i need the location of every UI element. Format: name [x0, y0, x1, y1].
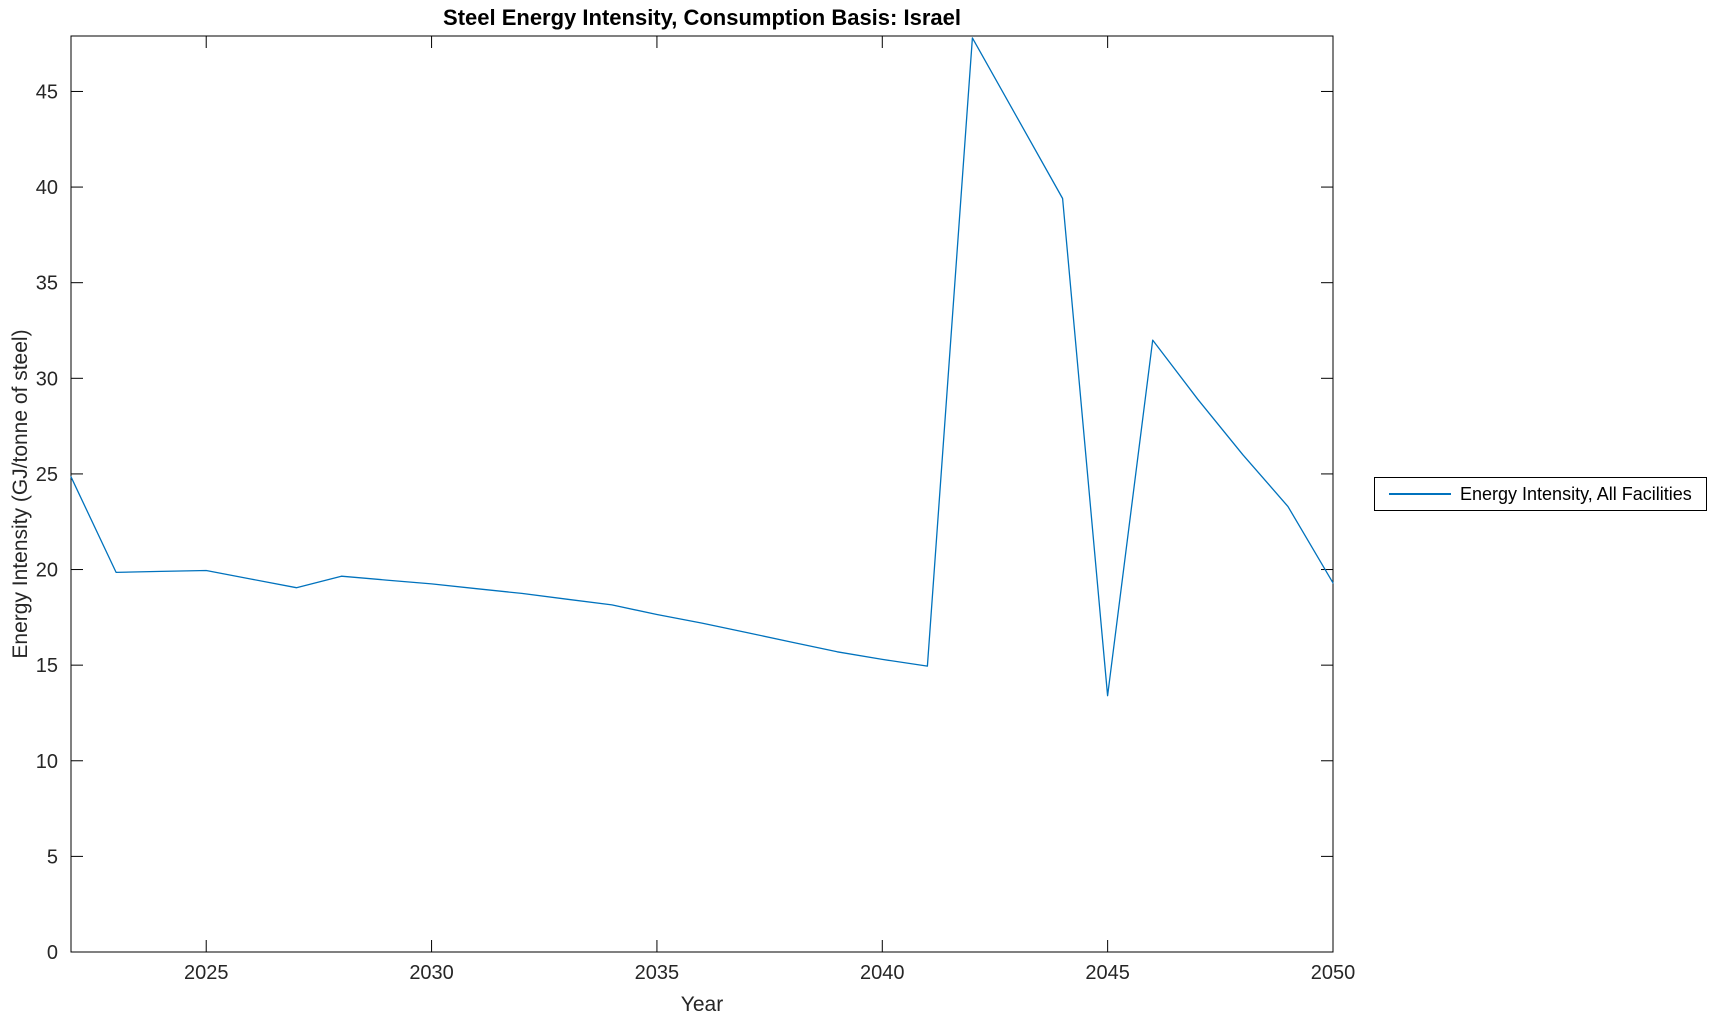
x-tick-label: 2050 [1311, 962, 1356, 984]
x-tick-label: 2040 [860, 962, 905, 984]
y-tick-label: 40 [36, 177, 58, 199]
data-line [70, 37, 1334, 697]
legend-box: Energy Intensity, All Facilities [1374, 477, 1707, 511]
y-tick-label: 25 [36, 464, 58, 486]
y-tick-label: 5 [47, 846, 58, 868]
x-tick-label: 2045 [1085, 962, 1130, 984]
y-tick-label: 35 [36, 273, 58, 295]
x-tick-label: 2035 [635, 962, 680, 984]
y-tick-label: 30 [36, 368, 58, 390]
y-tick-label: 15 [36, 655, 58, 677]
x-axis-label: Year [680, 993, 724, 1016]
x-tick-label: 2030 [409, 962, 454, 984]
legend-line-sample [1389, 493, 1451, 495]
y-tick-label: 0 [47, 942, 58, 964]
y-tick-label: 45 [36, 81, 58, 103]
y-tick-label: 10 [36, 751, 58, 773]
axes-box [70, 35, 1334, 953]
chart-title: Steel Energy Intensity, Consumption Basi… [443, 5, 961, 30]
x-tick-label: 2025 [184, 962, 229, 984]
y-tick-label: 20 [36, 560, 58, 582]
legend-entry-label: Energy Intensity, All Facilities [1460, 483, 1692, 504]
